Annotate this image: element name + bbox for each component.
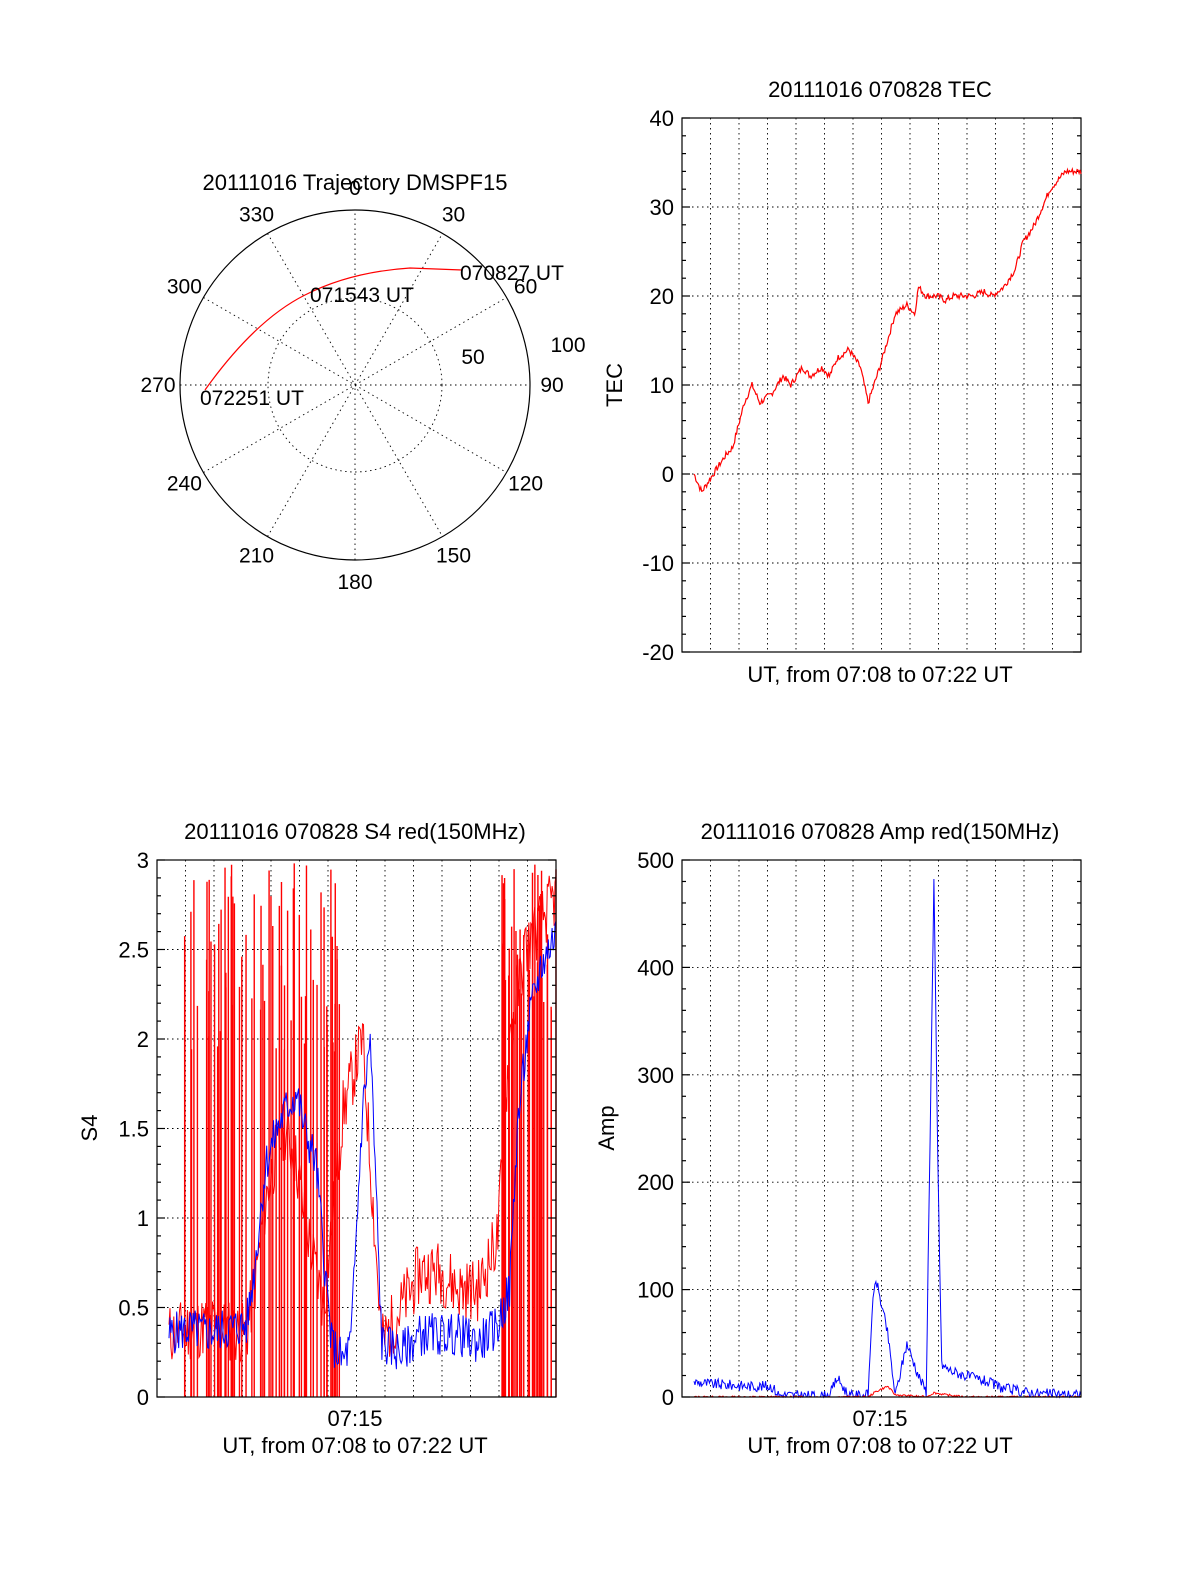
tec-series-line — [693, 166, 1082, 493]
polar-title: 20111016 Trajectory DMSPF15 — [203, 170, 508, 195]
amp-xlabel: UT, from 07:08 to 07:22 UT — [747, 1433, 1012, 1458]
amp-y-ticks: 0 100 200 300 400 500 — [637, 848, 1081, 1410]
ytick-label-1.5: 1.5 — [118, 1117, 149, 1142]
polar-elev-label-50: 50 — [461, 346, 484, 369]
s4-xlabel: UT, from 07:08 to 07:22 UT — [222, 1433, 487, 1458]
ytick-label-0: 0 — [662, 1385, 674, 1410]
s4-title: 20111016 070828 S4 red(150MHz) — [184, 819, 526, 844]
ytick-label-100: 100 — [637, 1278, 674, 1303]
ytick-label-500: 500 — [637, 848, 674, 873]
polar-annotation-mid: 071543 UT — [310, 284, 414, 307]
polar-az-label-300: 300 — [167, 276, 202, 299]
ytick-label-300: 300 — [637, 1063, 674, 1088]
polar-ring-50 — [267, 297, 443, 473]
amp-title: 20111016 070828 Amp red(150MHz) — [701, 819, 1060, 844]
s4-y-ticks: 0 0.5 1 1.5 2 2.5 3 — [118, 848, 556, 1410]
ytick-label-0: 0 — [137, 1385, 149, 1410]
polar-spokes — [180, 210, 530, 560]
ytick-label-1: 1 — [137, 1206, 149, 1231]
polar-az-label-30: 30 — [442, 203, 465, 226]
polar-az-label-330: 330 — [239, 203, 274, 226]
ytick-label-20: 20 — [650, 284, 674, 309]
amp-frame — [681, 859, 1082, 1398]
polar-az-label-270: 270 — [140, 374, 175, 397]
ytick-label-0.5: 0.5 — [118, 1296, 149, 1321]
s4-ylabel: S4 — [77, 1115, 102, 1142]
polar-az-label-240: 240 — [167, 473, 202, 496]
ytick-label--20: -20 — [642, 640, 674, 665]
amp-ylabel: Amp — [594, 1105, 619, 1150]
polar-az-label-90: 90 — [540, 374, 563, 397]
polar-az-label-0: 0 — [349, 177, 361, 200]
polar-azimuth-labels: 0 30 60 90 120 150 180 210 240 270 300 330 — [140, 177, 563, 594]
ytick-label-10: 10 — [650, 373, 674, 398]
polar-annotation-start: 070827 UT — [460, 262, 564, 285]
tec-y-ticks: -20 -10 0 10 20 30 40 — [642, 106, 1081, 665]
polar-az-label-60: 60 — [514, 276, 537, 299]
amp-grid — [682, 860, 1081, 1397]
ytick-label-2: 2 — [137, 1027, 149, 1052]
polar-az-label-150: 150 — [436, 545, 471, 568]
polar-plot: 20111016 Trajectory DMSPF15 0 30 60 90 120 15… — [140, 170, 585, 594]
ytick-label-40: 40 — [650, 106, 674, 131]
amp-xtick-0715: 07:15 — [852, 1406, 907, 1431]
ytick-label-3: 3 — [137, 848, 149, 873]
s4-xtick-0715: 07:15 — [327, 1406, 382, 1431]
tec-xlabel: UT, from 07:08 to 07:22 UT — [747, 662, 1012, 687]
ytick-label--10: -10 — [642, 551, 674, 576]
polar-az-label-210: 210 — [239, 545, 274, 568]
amp-plot: 20111016 070828 Amp red(150MHz) 0 100 200 3… — [594, 819, 1082, 1458]
tec-grid — [682, 118, 1081, 652]
polar-spoke-150 — [267, 233, 443, 537]
s4-plot: 20111016 070828 S4 red(150MHz) 0 0.5 1 1.5 2… — [77, 819, 557, 1458]
polar-az-label-120: 120 — [508, 473, 543, 496]
ytick-label-200: 200 — [637, 1170, 674, 1195]
ytick-label-30: 30 — [650, 195, 674, 220]
s4-blue-series-line — [168, 920, 557, 1370]
polar-annotation-end: 072251 UT — [200, 387, 304, 410]
ytick-label-400: 400 — [637, 955, 674, 980]
ytick-label-0: 0 — [662, 462, 674, 487]
polar-az-label-180: 180 — [337, 571, 372, 594]
polar-elev-label-100: 100 — [550, 334, 585, 357]
amp-blue-series-line — [693, 878, 1082, 1399]
tec-title: 20111016 070828 TEC — [768, 77, 992, 102]
polar-trajectory-line — [204, 267, 463, 391]
ytick-label-2.5: 2.5 — [118, 938, 149, 963]
tec-ylabel: TEC — [602, 363, 627, 407]
s4-red-spikes — [183, 863, 557, 1397]
